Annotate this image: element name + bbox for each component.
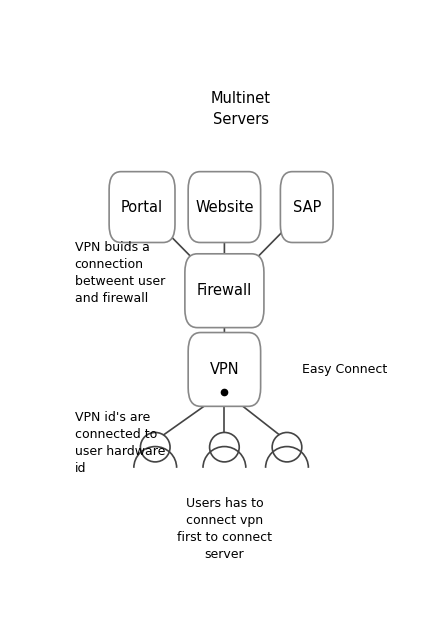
Ellipse shape [272, 433, 302, 462]
FancyBboxPatch shape [185, 254, 264, 328]
Text: SAP: SAP [292, 199, 321, 215]
FancyBboxPatch shape [109, 172, 175, 242]
Text: Website: Website [195, 199, 254, 215]
Text: Portal: Portal [121, 199, 163, 215]
Text: Multinet
Servers: Multinet Servers [211, 91, 271, 127]
Text: VPN buids a
connection
betweent user
and firewall: VPN buids a connection betweent user and… [74, 242, 165, 305]
Text: VPN id's are
connected to
user hardware
id: VPN id's are connected to user hardware … [74, 412, 165, 475]
FancyBboxPatch shape [280, 172, 333, 242]
Text: Users has to
connect vpn
first to connect
server: Users has to connect vpn first to connec… [177, 497, 272, 561]
Text: Firewall: Firewall [197, 283, 252, 298]
FancyBboxPatch shape [188, 172, 261, 242]
FancyBboxPatch shape [188, 332, 261, 406]
Text: VPN: VPN [210, 362, 239, 377]
Ellipse shape [140, 433, 170, 462]
Text: Easy Connect: Easy Connect [302, 363, 387, 376]
Ellipse shape [210, 433, 239, 462]
